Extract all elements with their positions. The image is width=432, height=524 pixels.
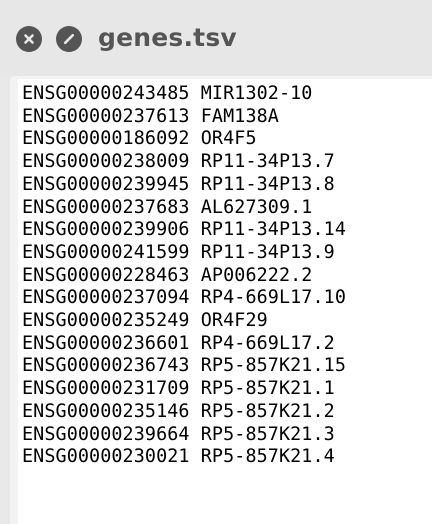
text-line: ENSG00000239664 RP5-857K21.3: [22, 423, 335, 445]
text-line: ENSG00000237094 RP4-669L17.10: [22, 287, 346, 309]
text-line: ENSG00000236743 RP5-857K21.15: [22, 355, 346, 377]
text-line: ENSG00000230021 RP5-857K21.4: [22, 446, 335, 468]
text-line: ENSG00000235249 OR4F29: [22, 310, 268, 332]
text-line: ENSG00000228463 AP006222.2: [22, 264, 313, 286]
text-line: ENSG00000237613 FAM138A: [22, 105, 279, 127]
text-line: ENSG00000243485 MIR1302-10: [22, 83, 313, 104]
text-line: ENSG00000231709 RP5-857K21.1: [22, 378, 335, 400]
text-line: ENSG00000238009 RP11-34P13.7: [22, 151, 335, 173]
close-button[interactable]: [16, 26, 42, 52]
text-content[interactable]: ENSG00000243485 MIR1302-10 ENSG0000023761…: [18, 79, 432, 524]
stop-icon: [63, 33, 75, 45]
text-line: ENSG00000235146 RP5-857K21.2: [22, 400, 335, 422]
text-line: ENSG00000237683 AL627309.1: [22, 196, 313, 218]
window-controls: [16, 26, 82, 52]
text-line: ENSG00000236601 RP4-669L17.2: [22, 332, 335, 354]
text-line: ENSG00000186092 OR4F5: [22, 128, 257, 150]
text-line: ENSG00000239945 RP11-34P13.8: [22, 173, 335, 195]
line-list: ENSG00000243485 MIR1302-10 ENSG0000023761…: [18, 79, 432, 469]
close-icon: [24, 34, 34, 44]
stop-button[interactable]: [56, 26, 82, 52]
title-bar[interactable]: genes.tsv: [0, 0, 432, 76]
text-line: ENSG00000239906 RP11-34P13.14: [22, 219, 346, 241]
file-preview: ENSG00000243485 MIR1302-10 ENSG0000023761…: [10, 76, 432, 524]
window-title: genes.tsv: [98, 23, 237, 52]
text-line: ENSG00000241599 RP11-34P13.9: [22, 241, 335, 263]
